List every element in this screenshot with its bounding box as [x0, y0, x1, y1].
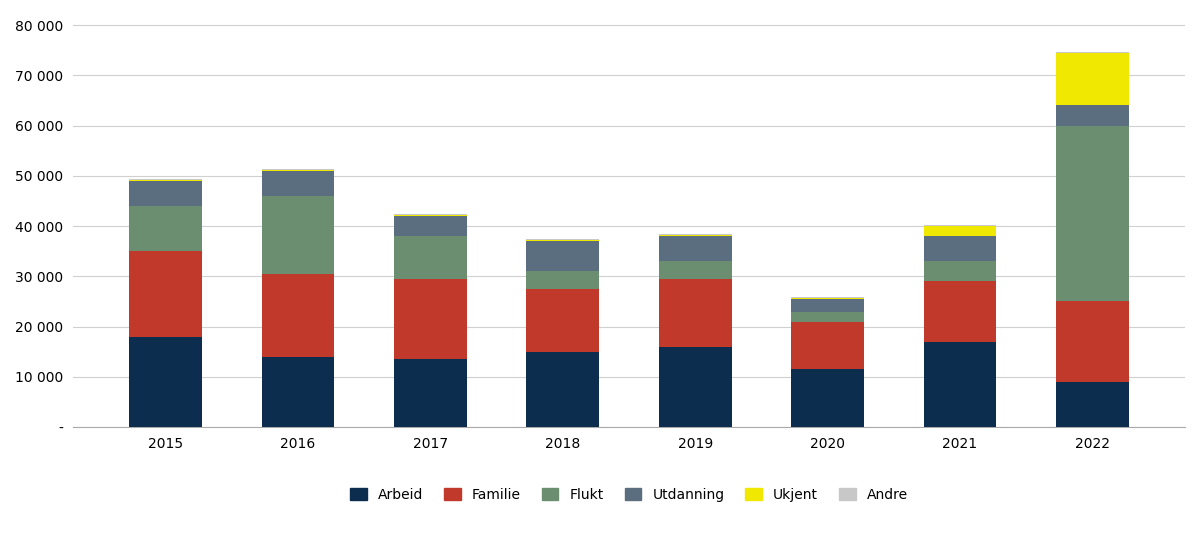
Bar [924, 225, 996, 226]
Bar [924, 226, 996, 236]
Bar [394, 236, 467, 279]
Bar [130, 206, 202, 251]
Bar [924, 236, 996, 261]
Bar [130, 180, 202, 181]
Bar [791, 321, 864, 369]
Bar [924, 341, 996, 427]
Bar [262, 169, 335, 170]
Bar [527, 289, 599, 352]
Bar [130, 179, 202, 180]
Bar [262, 196, 335, 274]
Bar [1056, 301, 1129, 382]
Bar [262, 170, 335, 171]
Bar [262, 171, 335, 196]
Bar [659, 279, 732, 347]
Bar [527, 240, 599, 241]
Bar [791, 299, 864, 311]
Bar [659, 261, 732, 279]
Bar [791, 369, 864, 427]
Bar [924, 261, 996, 281]
Bar [527, 241, 599, 271]
Bar [659, 236, 732, 261]
Bar [1056, 52, 1129, 105]
Bar [394, 215, 467, 216]
Bar [394, 359, 467, 427]
Legend: Arbeid, Familie, Flukt, Utdanning, Ukjent, Andre: Arbeid, Familie, Flukt, Utdanning, Ukjen… [350, 488, 908, 502]
Bar [394, 279, 467, 359]
Bar [130, 251, 202, 336]
Bar [527, 271, 599, 289]
Bar [394, 216, 467, 236]
Bar [1056, 126, 1129, 301]
Bar [394, 214, 467, 215]
Bar [924, 281, 996, 341]
Bar [659, 347, 732, 427]
Bar [659, 234, 732, 235]
Bar [262, 274, 335, 357]
Bar [791, 298, 864, 299]
Bar [791, 297, 864, 298]
Bar [130, 336, 202, 427]
Bar [1056, 382, 1129, 427]
Bar [659, 235, 732, 236]
Bar [527, 239, 599, 240]
Bar [130, 181, 202, 206]
Bar [527, 352, 599, 427]
Bar [1056, 105, 1129, 126]
Bar [262, 357, 335, 427]
Bar [791, 311, 864, 321]
